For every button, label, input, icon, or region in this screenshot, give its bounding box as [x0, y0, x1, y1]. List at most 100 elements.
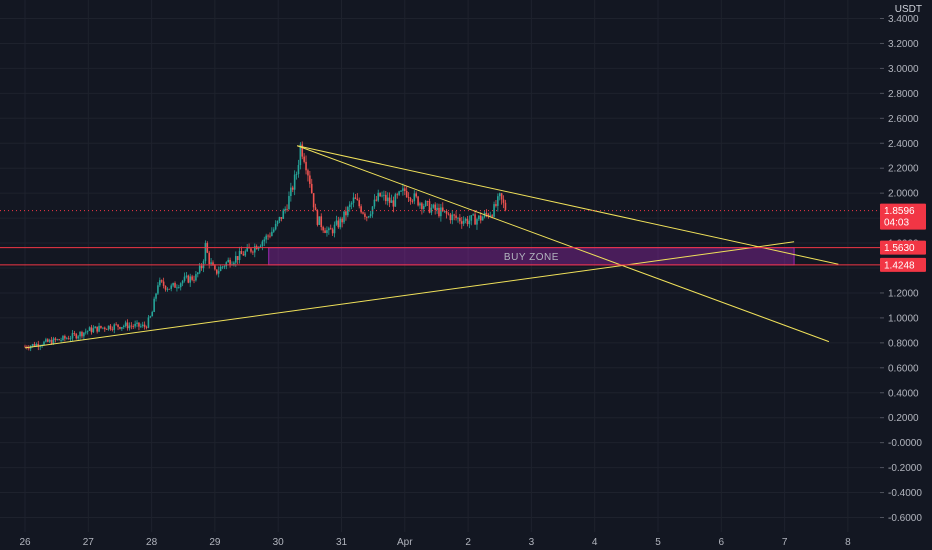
- candle: [472, 213, 474, 216]
- candle: [140, 323, 142, 329]
- candle-body: [464, 218, 467, 221]
- candle-body: [185, 275, 188, 277]
- candle-body: [48, 339, 51, 342]
- trendlines[interactable]: [24, 145, 839, 349]
- candle: [227, 257, 229, 263]
- candle: [174, 281, 176, 288]
- trendline[interactable]: [297, 145, 839, 265]
- candle: [179, 282, 182, 291]
- candle-body: [280, 217, 283, 219]
- candle: [185, 272, 188, 279]
- candle-body: [189, 276, 192, 283]
- time-axis-panel[interactable]: [0, 532, 880, 550]
- candle: [392, 196, 395, 213]
- candle-body: [181, 280, 184, 284]
- candle: [347, 205, 349, 218]
- candle: [257, 246, 260, 251]
- candle-body: [396, 194, 399, 196]
- candle: [37, 340, 40, 351]
- candle: [172, 282, 174, 288]
- candle-body: [77, 336, 79, 339]
- candle: [189, 273, 192, 287]
- candle-body: [419, 203, 421, 206]
- x-tick-label: 27: [83, 537, 95, 548]
- y-tick-label: 3.2000: [888, 39, 919, 50]
- candle: [126, 319, 129, 331]
- candle-body: [424, 201, 427, 207]
- candle-body: [130, 325, 133, 327]
- buy-zone-label: BUY ZONE: [504, 252, 559, 263]
- candle-body: [67, 338, 70, 340]
- candle-body: [111, 329, 114, 331]
- candle: [151, 310, 154, 317]
- candle-body: [297, 165, 300, 175]
- candle: [502, 195, 505, 209]
- candle-body: [502, 199, 505, 203]
- candle: [58, 338, 60, 341]
- candle-body: [122, 325, 125, 328]
- time-axis[interactable]: 26 27 28 29 30 31 Apr 2 3 4 5 6 7 8: [19, 537, 851, 548]
- candle: [413, 190, 416, 205]
- candle-body: [493, 204, 495, 217]
- candle-body: [75, 334, 78, 339]
- candle: [236, 256, 239, 265]
- candle: [136, 320, 138, 327]
- candle-body: [79, 331, 81, 337]
- candle: [481, 215, 484, 221]
- candle-body: [282, 210, 285, 219]
- y-tick-label: 0.8000: [888, 338, 919, 349]
- candle-body: [479, 215, 482, 221]
- candle-body: [221, 266, 224, 268]
- candle-body: [455, 215, 457, 219]
- candle-body: [71, 333, 74, 339]
- candle: [71, 329, 74, 342]
- candle-body: [84, 331, 87, 333]
- candle-body: [309, 175, 311, 184]
- candle: [50, 336, 53, 345]
- candle: [348, 201, 351, 212]
- candle: [375, 195, 378, 202]
- candle: [278, 216, 281, 224]
- candle: [339, 216, 342, 230]
- candle-body: [364, 213, 366, 217]
- candle: [396, 192, 399, 199]
- x-tick-label: 8: [845, 537, 851, 548]
- candles: [24, 141, 507, 352]
- candle: [263, 236, 266, 247]
- candle: [134, 320, 136, 329]
- candle-body: [329, 228, 332, 230]
- candle-body: [145, 326, 148, 328]
- candle-body: [272, 229, 275, 232]
- price-levels[interactable]: [0, 210, 880, 266]
- candle: [138, 322, 140, 331]
- candle-body: [498, 193, 501, 197]
- candle: [107, 325, 110, 331]
- candle-body: [246, 246, 248, 252]
- x-tick-label: 3: [529, 537, 535, 548]
- candle-body: [381, 195, 383, 197]
- candle: [86, 330, 89, 335]
- trendline[interactable]: [297, 145, 830, 343]
- y-tick-label: 3.4000: [888, 14, 919, 25]
- trendline[interactable]: [24, 241, 795, 349]
- candle-body: [341, 218, 343, 223]
- candle-body: [468, 220, 471, 225]
- candle-body: [339, 218, 342, 228]
- candle: [204, 240, 207, 264]
- candle-body: [328, 228, 330, 231]
- candle-body: [430, 207, 433, 213]
- candle: [460, 216, 463, 229]
- x-tick-label: 5: [655, 537, 661, 548]
- candle: [443, 210, 446, 214]
- candle-body: [73, 333, 76, 335]
- candle-body: [472, 214, 474, 216]
- candle-body: [103, 327, 106, 330]
- candle: [405, 186, 408, 198]
- candle: [421, 202, 423, 215]
- candle: [404, 185, 406, 196]
- candle-body: [143, 324, 146, 327]
- candle: [233, 261, 235, 267]
- candle: [367, 215, 370, 219]
- candle: [286, 204, 288, 212]
